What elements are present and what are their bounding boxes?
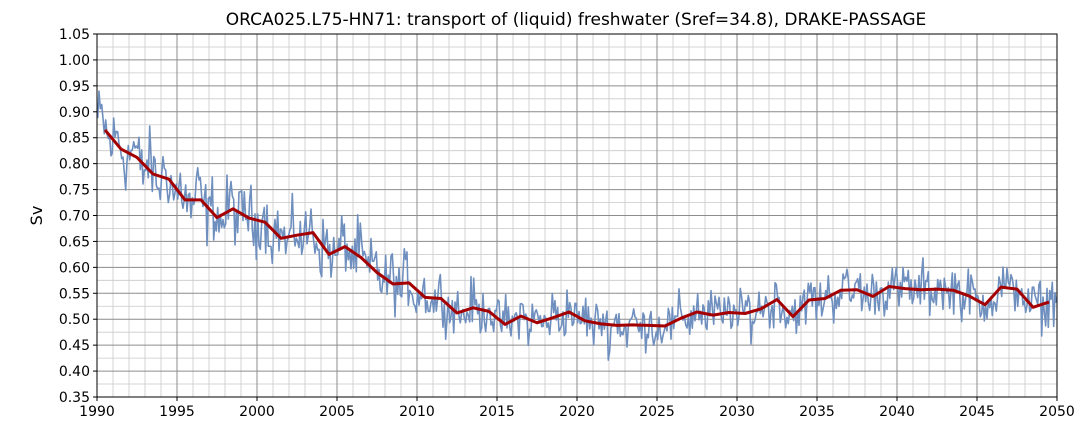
x-tick-label: 2015 [479,404,515,420]
x-tick-label: 2040 [879,404,915,420]
x-tick-label: 2050 [1039,404,1075,420]
chart-title: ORCA025.L75-HN71: transport of (liquid) … [226,10,927,30]
y-tick-label: 0.95 [59,79,90,95]
y-axis-label: Sv [27,206,46,226]
grid [97,34,1057,397]
y-tick-label: 0.45 [59,338,90,354]
y-tick-label: 0.70 [59,209,90,225]
x-tick-label: 1990 [79,404,115,420]
x-tick-label: 1995 [159,404,195,420]
y-tick-label: 1.05 [59,27,90,43]
x-tick-label: 2030 [719,404,755,420]
y-tick-label: 1.00 [59,53,90,69]
y-tick-label: 0.75 [59,183,90,199]
x-tick-label: 2045 [959,404,995,420]
x-tick-label: 2025 [639,404,675,420]
y-tick-label: 0.40 [59,364,90,380]
y-tick-label: 0.50 [59,312,90,328]
y-tick-label: 0.55 [59,286,90,302]
y-tick-label: 0.90 [59,105,90,121]
annual-mean-line [103,128,1050,328]
y-tick-label: 0.35 [59,390,90,406]
x-tick-label: 2005 [319,404,355,420]
y-tick-label: 0.85 [59,131,90,147]
y-tick-label: 0.60 [59,260,90,276]
x-tick-label: 2010 [399,404,435,420]
axis-ticks: 1990 1995 2000 2005 2010 2015 2020 2025 2030 2035… [59,27,1075,420]
y-tick-label: 0.80 [59,157,90,173]
x-tick-label: 2020 [559,404,595,420]
y-tick-label: 0.65 [59,234,90,250]
x-tick-label: 2035 [799,404,835,420]
x-tick-label: 2000 [239,404,275,420]
annual-mean-series [103,128,1050,328]
